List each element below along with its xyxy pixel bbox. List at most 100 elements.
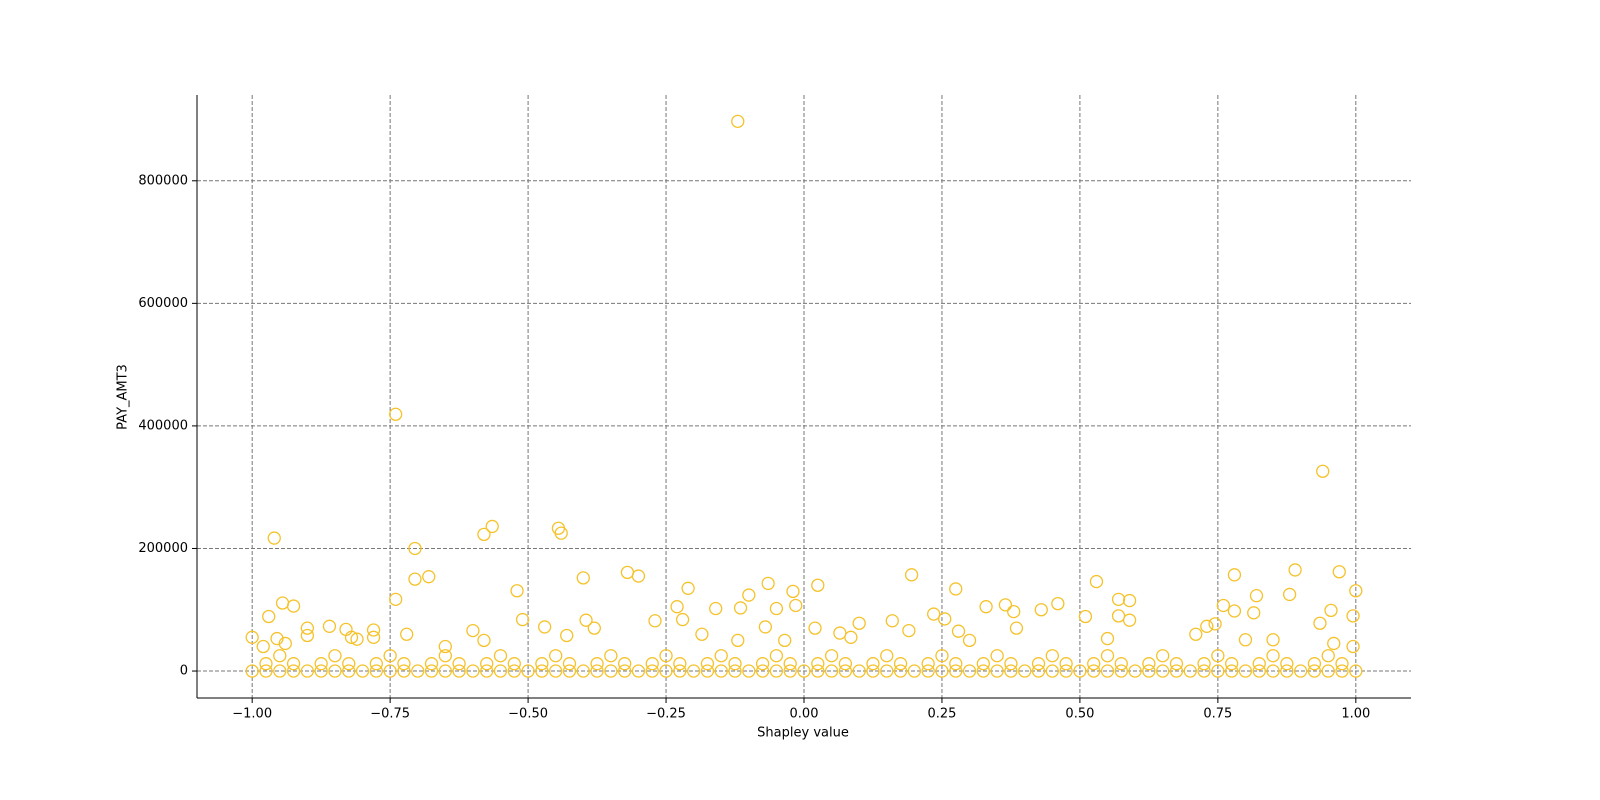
point (604, 664, 618, 678)
point (1321, 649, 1335, 663)
point (631, 664, 646, 678)
point (728, 664, 742, 678)
point (1156, 664, 1170, 678)
point (1004, 657, 1018, 671)
point (342, 664, 356, 678)
point (1307, 657, 1322, 671)
point (286, 664, 301, 678)
point (259, 664, 273, 678)
point (880, 664, 894, 678)
point (789, 598, 803, 613)
point (1313, 616, 1327, 630)
point (1114, 664, 1128, 678)
point (742, 664, 756, 678)
point (1266, 664, 1280, 678)
point (322, 619, 337, 633)
point (998, 598, 1013, 612)
point (576, 571, 590, 585)
point (590, 664, 604, 678)
point (811, 664, 825, 678)
point (824, 664, 839, 678)
point (510, 584, 524, 598)
point (1252, 657, 1266, 671)
point (493, 649, 508, 663)
point (758, 620, 773, 634)
point (314, 657, 328, 671)
point (778, 633, 792, 648)
point (675, 612, 690, 627)
point (328, 649, 342, 663)
point (1156, 649, 1170, 663)
point (1249, 589, 1264, 603)
point (1238, 664, 1253, 678)
y-tick-label: 800000 (138, 173, 188, 188)
point (562, 664, 577, 678)
point (990, 649, 1004, 663)
x-tick-label: 0.50 (1065, 707, 1094, 722)
point (383, 664, 397, 678)
point (587, 621, 601, 635)
point (328, 664, 342, 678)
point (1197, 657, 1211, 671)
point (1034, 603, 1048, 617)
point (1211, 664, 1225, 678)
point (811, 578, 825, 592)
point (438, 639, 452, 654)
point (659, 649, 673, 663)
point (645, 664, 659, 678)
point (259, 657, 273, 671)
point (904, 568, 919, 582)
point (1238, 633, 1253, 647)
point (681, 581, 695, 595)
point (400, 627, 414, 641)
point (485, 519, 499, 534)
point (927, 607, 941, 621)
point (576, 664, 590, 678)
point (733, 601, 748, 615)
point (507, 664, 521, 678)
point (731, 633, 745, 648)
point (477, 527, 491, 542)
point (300, 664, 315, 678)
point (1059, 657, 1073, 671)
point (366, 630, 381, 644)
point (1280, 657, 1294, 671)
point (852, 664, 866, 678)
point (1346, 639, 1360, 654)
point (783, 657, 797, 671)
x-tick-label: 1.00 (1341, 707, 1370, 722)
point (452, 664, 466, 678)
point (645, 657, 659, 671)
point (700, 657, 715, 671)
point (714, 649, 728, 663)
y-tick-label: 200000 (138, 541, 188, 556)
point (579, 613, 593, 627)
point (397, 664, 411, 678)
point (1335, 664, 1349, 678)
point (921, 664, 935, 678)
point (1288, 563, 1302, 577)
point (844, 630, 858, 644)
point (1227, 604, 1242, 618)
point (245, 664, 259, 678)
y-tick-label: 400000 (138, 418, 188, 433)
point (935, 649, 949, 663)
point (273, 649, 287, 663)
y-tick-label: 0 (180, 664, 188, 679)
point (620, 565, 635, 580)
point (990, 664, 1004, 678)
point (951, 624, 966, 638)
point (673, 657, 687, 671)
point (1004, 664, 1018, 678)
point (480, 664, 494, 678)
point (339, 622, 353, 637)
point (389, 592, 403, 606)
grid (197, 95, 1411, 698)
point (1316, 464, 1330, 478)
point (369, 657, 383, 671)
point (885, 614, 899, 628)
point (659, 664, 673, 678)
point (976, 657, 990, 671)
point (286, 657, 301, 671)
point (300, 628, 315, 643)
